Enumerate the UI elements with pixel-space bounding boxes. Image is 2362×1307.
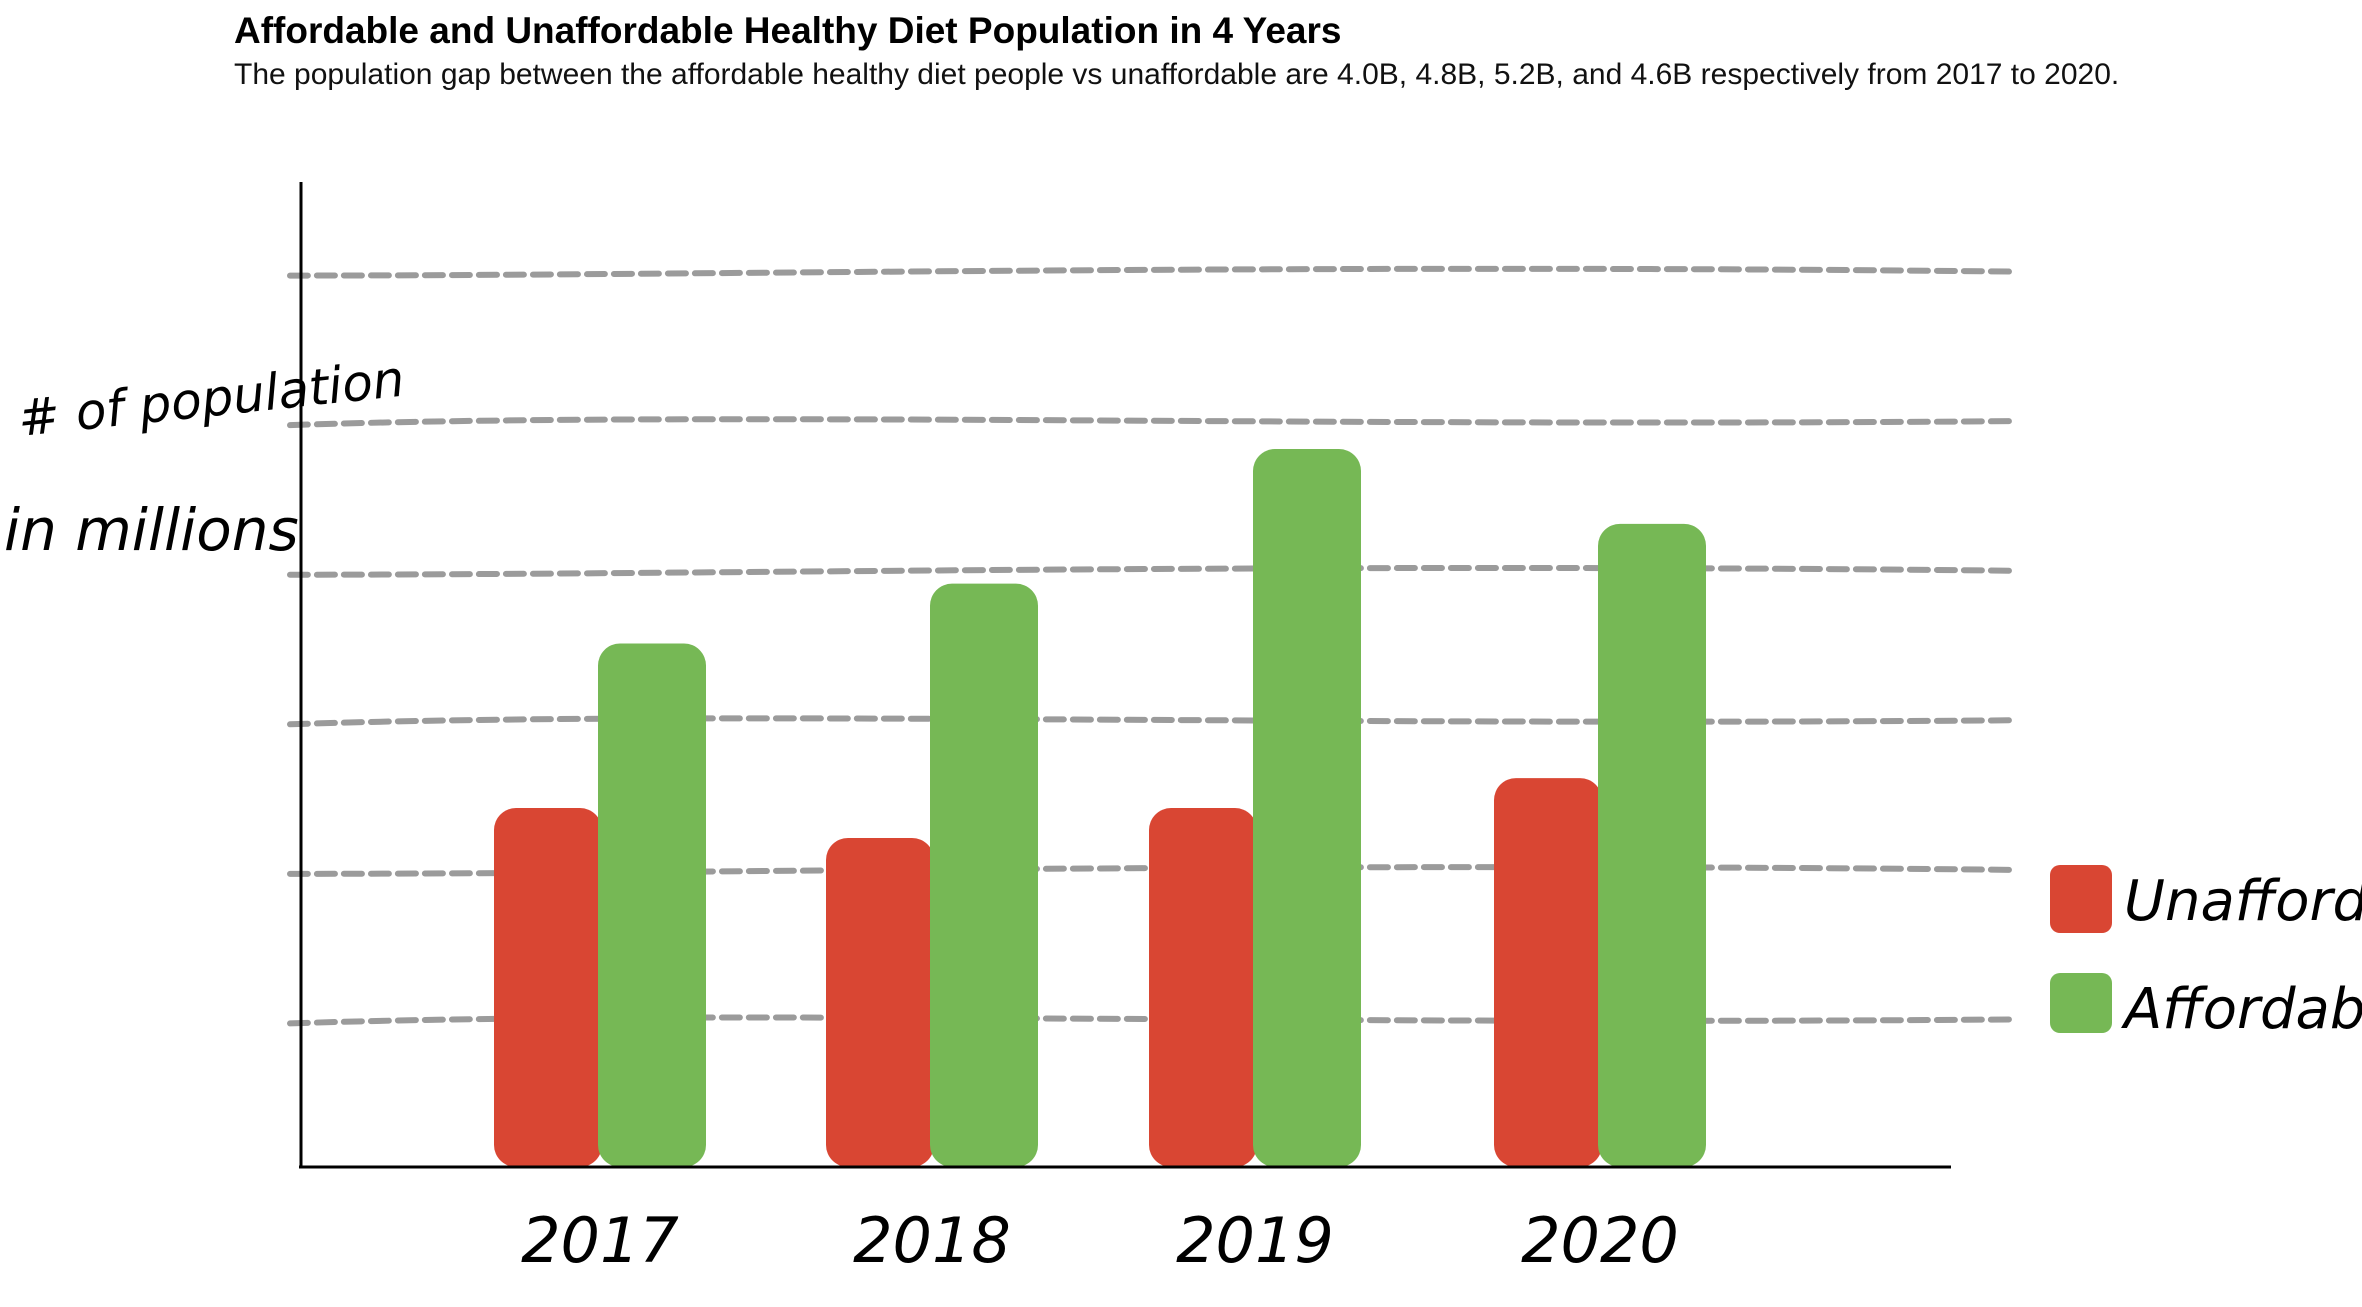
bar-affordable-2020 [1598,523,1706,1167]
x-tick-label-2019: 2019 [1176,1204,1334,1277]
bar-unaffordable-2017 [494,808,602,1167]
y-axis-label-line-1: # of population [15,350,407,448]
chart-subtitle: The population gap between the affordabl… [234,58,2120,91]
legend-label-affordable: Affordable [2121,977,2362,1042]
chart-header: Affordable and Unaffordable Healthy Diet… [234,8,2134,94]
bar-affordable-2018 [930,583,1038,1167]
x-tick-labels: 2017 2018 2019 2020 [521,1204,1679,1277]
chart-title: Affordable and Unaffordable Healthy Diet… [234,10,1342,51]
gridline-4 [287,564,2013,578]
x-tick-label-2020: 2020 [1521,1204,1679,1277]
bar-affordable-2019 [1253,449,1361,1167]
legend: Unaffordable Affordable [2050,865,2362,1042]
x-tick-label-2018: 2018 [853,1204,1011,1277]
legend-swatch-unaffordable [2050,865,2112,933]
y-axis-label: # of population in millions [4,350,407,564]
bar-unaffordable-2019 [1149,808,1257,1167]
gridline-6 [287,265,2013,279]
legend-swatch-affordable [2050,973,2112,1033]
bar-unaffordable-2020 [1494,778,1602,1167]
bar-affordable-2017 [598,643,706,1167]
x-tick-label-2017: 2017 [521,1204,679,1277]
gridline-5 [287,416,2013,429]
y-axis-label-line-2: in millions [4,496,299,564]
gridline-3 [287,715,2013,728]
bar-unaffordable-2018 [826,837,934,1167]
legend-label-unaffordable: Unaffordable [2124,869,2362,934]
bars [494,449,1706,1167]
axes [299,182,1951,1169]
